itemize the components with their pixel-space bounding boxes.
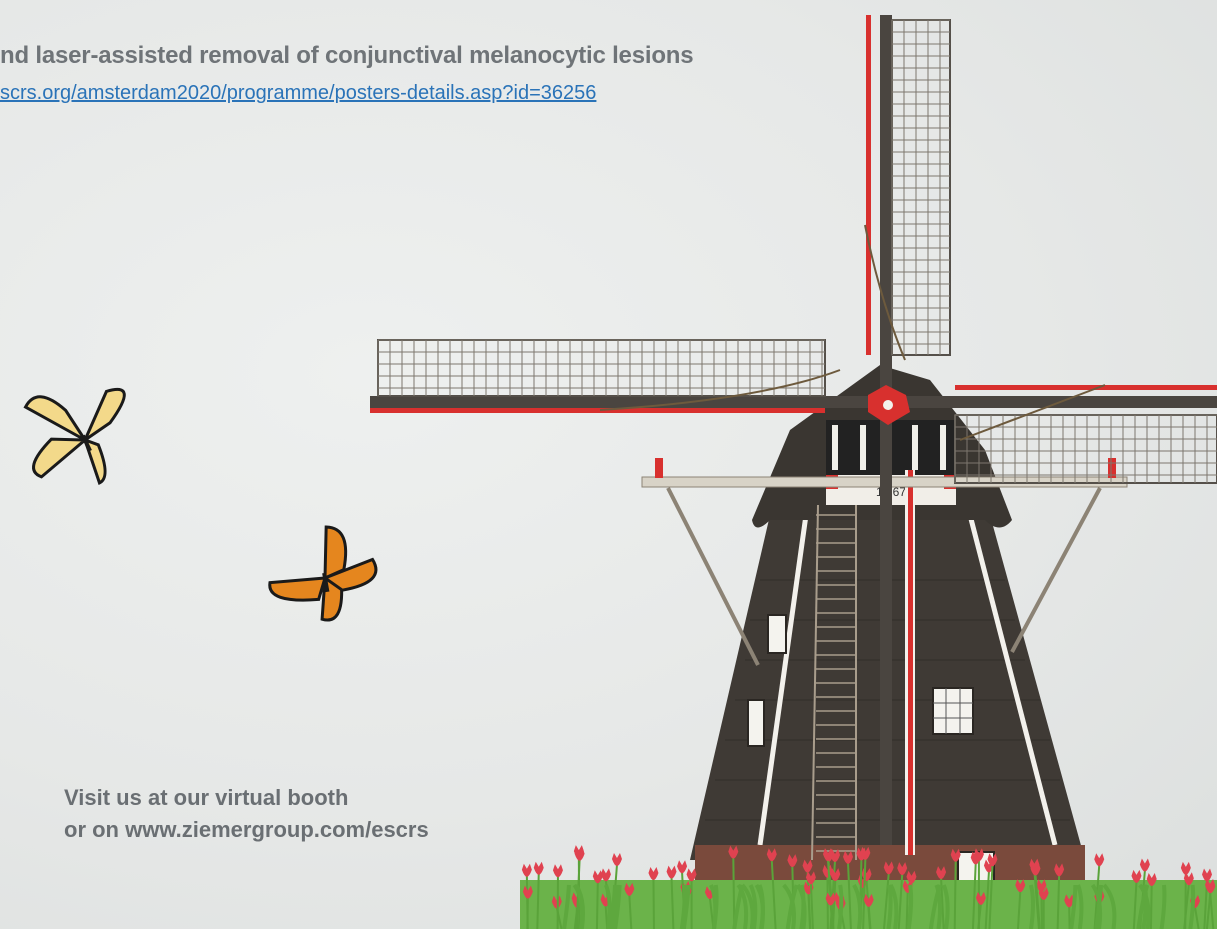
tulip-field xyxy=(520,845,1217,929)
mill-window xyxy=(767,614,787,654)
poster-title: nd laser-assisted removal of conjunctiva… xyxy=(0,42,694,69)
poster-link[interactable]: scrs.org/amsterdam2020/programme/posters… xyxy=(0,82,597,104)
booth-text: Visit us at our virtual booth or on www.… xyxy=(64,782,429,846)
swallowtail-butterfly xyxy=(23,387,126,485)
monarch-butterfly xyxy=(268,525,378,622)
windmill-sails xyxy=(370,15,1217,845)
booth-line-1: Visit us at our virtual booth xyxy=(64,785,349,810)
mill-window xyxy=(747,699,765,747)
booth-line-2: or on www.ziemergroup.com/escrs xyxy=(64,817,429,842)
mill-window xyxy=(932,687,974,735)
